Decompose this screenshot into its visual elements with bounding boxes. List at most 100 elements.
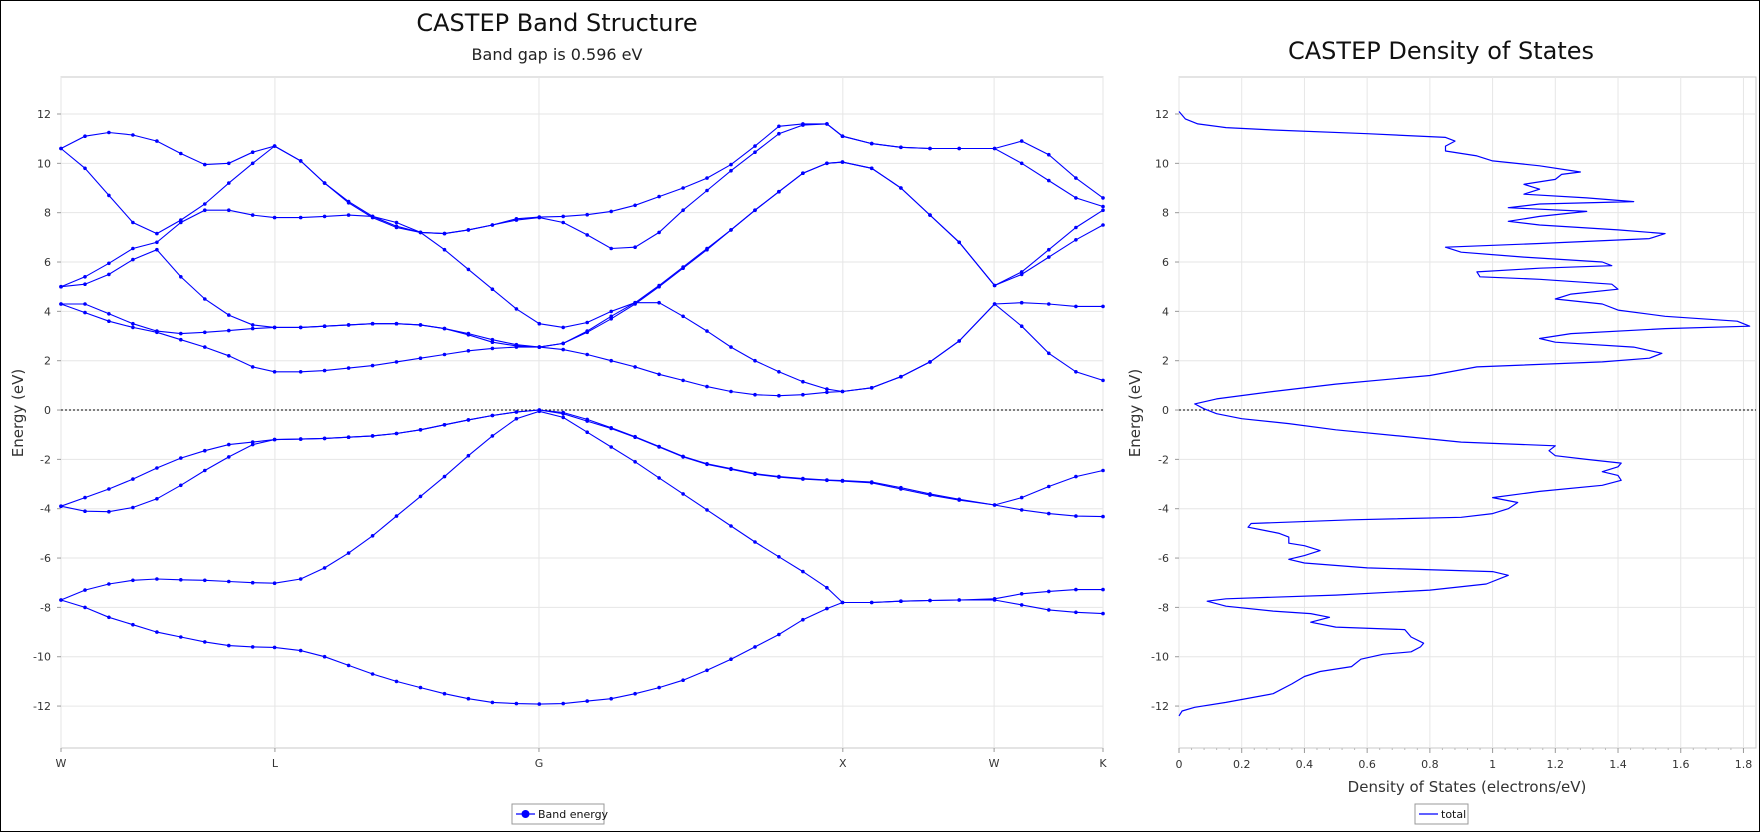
band-y-tick-label: -6 bbox=[40, 552, 51, 565]
band-point bbox=[250, 365, 255, 369]
band-point bbox=[83, 275, 87, 279]
band-point bbox=[825, 585, 829, 590]
band-point bbox=[1019, 139, 1024, 143]
band-point bbox=[1047, 255, 1051, 259]
band-point bbox=[155, 139, 159, 143]
band-point bbox=[1074, 225, 1078, 230]
band-point bbox=[131, 257, 135, 262]
band-point bbox=[681, 454, 685, 459]
band-point bbox=[537, 702, 542, 706]
band-point bbox=[657, 476, 661, 480]
band-point bbox=[83, 495, 87, 500]
band-point bbox=[227, 354, 231, 358]
band-point bbox=[466, 418, 471, 422]
band-x-tick-label: W bbox=[989, 757, 1000, 770]
band-point bbox=[346, 551, 351, 555]
band-point bbox=[777, 131, 781, 136]
dos-legend: total bbox=[1414, 803, 1469, 825]
band-point bbox=[107, 193, 111, 198]
band-point bbox=[825, 387, 829, 391]
band-point bbox=[928, 146, 932, 151]
band-point bbox=[705, 384, 709, 389]
band-point bbox=[59, 504, 63, 509]
band-point bbox=[585, 233, 589, 237]
band-point bbox=[346, 323, 351, 327]
band-point bbox=[466, 696, 471, 701]
band-point bbox=[681, 378, 685, 383]
band-point bbox=[490, 223, 495, 227]
band-point bbox=[1074, 587, 1078, 592]
band-point bbox=[272, 645, 277, 650]
band-point bbox=[442, 231, 447, 236]
band-point bbox=[250, 442, 255, 447]
band-point bbox=[1019, 592, 1024, 596]
band-point bbox=[83, 509, 87, 513]
band-point bbox=[681, 265, 685, 269]
band-point bbox=[298, 437, 303, 441]
band-point bbox=[585, 430, 589, 435]
band-axes: -12 -10 -8 -6 -4 -2 0 2 4 6 8 10 12 W L G X W K bbox=[33, 108, 1107, 770]
band-point bbox=[633, 691, 637, 696]
band-point bbox=[869, 386, 874, 390]
band-point bbox=[1074, 238, 1078, 242]
band-point bbox=[83, 605, 87, 610]
band-y-tick-label: 10 bbox=[37, 157, 51, 170]
band-point bbox=[179, 337, 183, 342]
band-point bbox=[1047, 178, 1051, 183]
band-point bbox=[83, 588, 87, 592]
band-point bbox=[609, 445, 613, 449]
band-point bbox=[418, 323, 423, 327]
band-point bbox=[1074, 610, 1078, 615]
band-point bbox=[1047, 484, 1051, 489]
band-y-tick-label: -10 bbox=[33, 651, 51, 664]
band-point bbox=[1074, 304, 1078, 309]
band-point bbox=[729, 168, 733, 173]
band-point bbox=[370, 321, 375, 326]
band-point bbox=[227, 455, 231, 459]
band-point bbox=[272, 370, 277, 374]
band-point bbox=[227, 313, 231, 317]
band-point bbox=[131, 325, 135, 330]
band-point bbox=[227, 643, 231, 648]
band-point bbox=[442, 326, 447, 331]
band-point bbox=[681, 314, 685, 319]
band-point bbox=[250, 150, 255, 154]
band-gridlines bbox=[60, 77, 1104, 748]
band-point bbox=[1074, 474, 1078, 479]
band-point bbox=[131, 578, 135, 583]
band-point bbox=[59, 284, 63, 289]
band-point bbox=[633, 460, 637, 464]
band-point bbox=[753, 208, 757, 212]
band-x-tick-label: X bbox=[839, 757, 847, 770]
band-point bbox=[155, 577, 159, 581]
band-point bbox=[657, 283, 661, 288]
dos-y-tick-label: -8 bbox=[1158, 601, 1169, 614]
band-point bbox=[992, 597, 997, 601]
band-point bbox=[107, 509, 111, 514]
band-point bbox=[131, 505, 135, 510]
band-point bbox=[825, 122, 829, 126]
band-point bbox=[1101, 196, 1105, 200]
band-point bbox=[418, 494, 423, 499]
band-point bbox=[272, 437, 277, 442]
band-point bbox=[131, 477, 135, 481]
band-point bbox=[394, 321, 399, 326]
band-point bbox=[899, 145, 903, 150]
dos-x-tick-label: 1 bbox=[1489, 758, 1496, 771]
band-point bbox=[753, 645, 757, 649]
band-point bbox=[609, 309, 613, 314]
band-point bbox=[681, 492, 685, 496]
band-structure-title: CASTEP Band Structure bbox=[416, 9, 697, 37]
band-point bbox=[705, 176, 709, 180]
band-point bbox=[957, 146, 961, 151]
band-y-tick-label: -2 bbox=[40, 453, 51, 466]
dos-series-group bbox=[1178, 111, 1751, 717]
band-point bbox=[1101, 514, 1105, 519]
band-plot-area bbox=[60, 76, 1104, 749]
band-point bbox=[657, 685, 661, 690]
band-point bbox=[869, 600, 874, 605]
band-point bbox=[490, 337, 495, 342]
band-point bbox=[657, 300, 661, 305]
band-point bbox=[1019, 272, 1024, 277]
band-point bbox=[992, 146, 997, 151]
